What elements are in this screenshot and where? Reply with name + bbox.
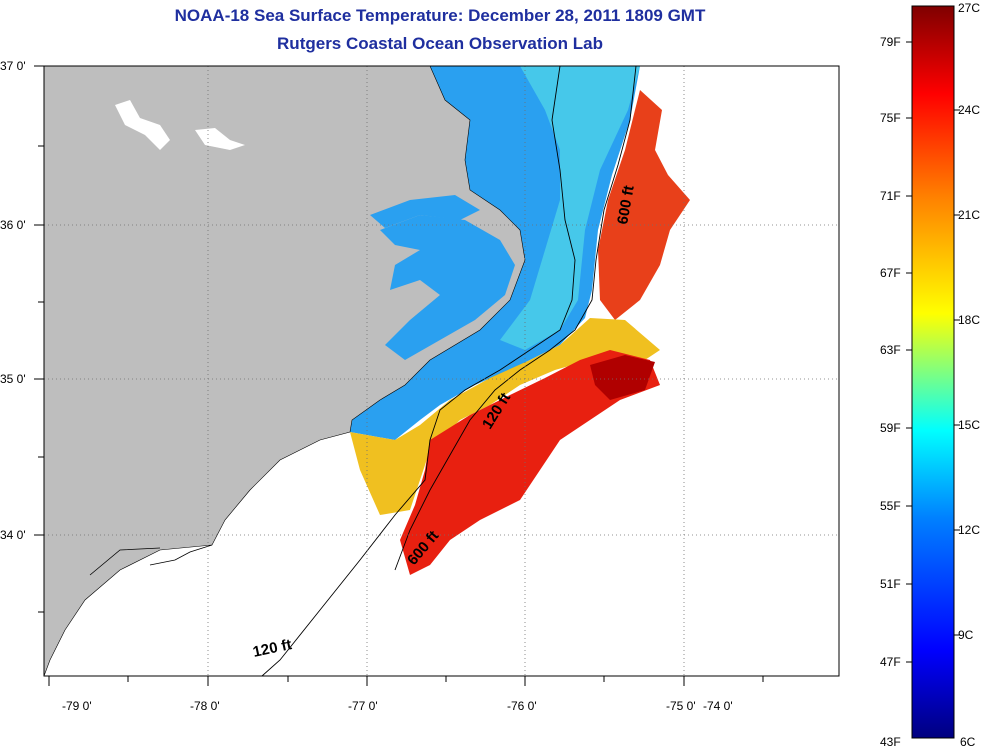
colorbar-c-label: 15C [958, 418, 980, 432]
colorbar-f-label: 59F [880, 421, 901, 435]
lon-label: -76 0' [507, 699, 537, 713]
colorbar [911, 5, 955, 739]
sst-cyan-band [500, 66, 640, 350]
contour-label: 600 ft [614, 184, 638, 226]
lat-label: 35 0' [0, 372, 26, 386]
colorbar-c-label: 9C [958, 628, 974, 642]
lat-label: 34 0' [0, 528, 26, 542]
sst-warm-south [400, 350, 660, 575]
inland-lake [115, 100, 170, 150]
colorbar-f-label: 55F [880, 499, 901, 513]
colorbar-f-label: 79F [880, 35, 901, 49]
lat-label: 36 0' [0, 218, 26, 232]
colorbar-c-label: 12C [958, 523, 980, 537]
colorbar-c-label: 24C [958, 103, 980, 117]
colorbar-c-label: 21C [958, 208, 980, 222]
map-title: NOAA-18 Sea Surface Temperature: Decembe… [174, 6, 706, 25]
inland-lake [195, 128, 245, 150]
colorbar-c-label: 18C [958, 313, 980, 327]
contour-600ft [394, 66, 637, 571]
map-frame [43, 65, 840, 677]
colorbar-f-label: 51F [880, 577, 901, 591]
colorbar-f-label: 43F [880, 735, 901, 749]
pamlico-sound [380, 215, 515, 360]
colorbar-f-label: 75F [880, 111, 901, 125]
albemarle-sound [370, 195, 480, 228]
colorbar-f-label: 63F [880, 343, 901, 357]
colorbar-f-label: 71F [880, 189, 901, 203]
map-gridlines [44, 66, 839, 676]
colorbar-f-label: 67F [880, 266, 901, 280]
sst-warm-north [598, 90, 690, 320]
colorbar-ticks [906, 41, 960, 663]
map-subtitle: Rutgers Coastal Ocean Observation Lab [277, 34, 603, 53]
axis-ticks [34, 65, 764, 686]
colorbar-c-label: 27C [958, 1, 980, 15]
lon-label: -79 0' [62, 699, 92, 713]
contour-coastal-shelf [89, 544, 213, 576]
lon-label: -78 0' [190, 699, 220, 713]
colorbar-f-label: 47F [880, 655, 901, 669]
lon-label: -74 0' [703, 699, 733, 713]
colorbar-c-label: 6C [960, 735, 976, 749]
lon-label: -77 0' [348, 699, 378, 713]
contour-120ft [261, 66, 576, 676]
lat-label: 37 0' [0, 59, 26, 73]
sst-darkred-patch [590, 355, 655, 400]
lon-label: -75 0' [666, 699, 696, 713]
sst-yellow-band [350, 318, 660, 515]
